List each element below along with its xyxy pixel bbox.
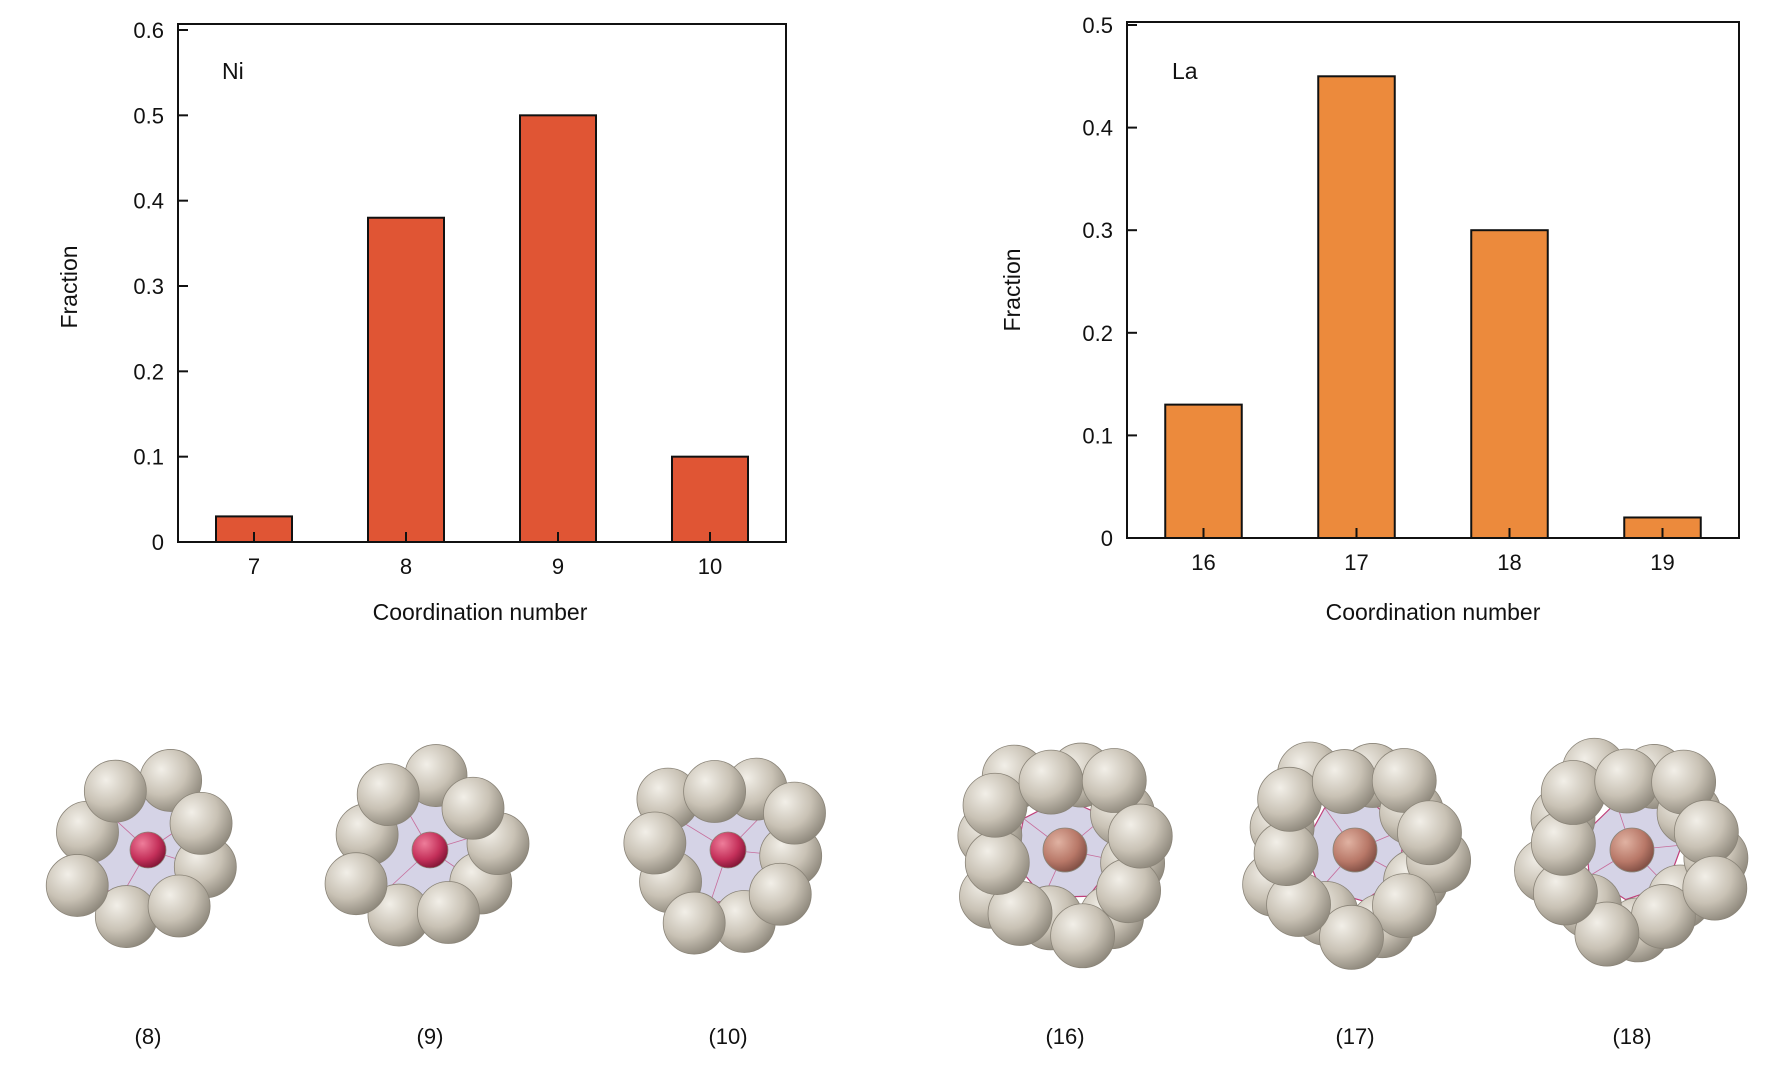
cluster-caption: (17) [1335,1024,1374,1049]
center-atom [411,831,449,869]
la-y-axis-title: Fraction [999,248,1025,331]
la-bars [1164,75,1702,540]
atomic-cluster [1514,737,1749,967]
la-x-axis: 16 17 18 19 [1191,528,1675,575]
cluster-caption: (18) [1612,1024,1651,1049]
x-tick-label: 10 [698,554,722,579]
ni-bars [215,114,749,544]
neighbor-atom [962,772,1028,838]
neighbor-atom [1096,858,1161,924]
bar [671,455,749,543]
y-tick-label: 0.4 [133,189,164,214]
neighbor-atom [964,830,1030,895]
y-tick-label: 0.3 [133,274,164,299]
neighbor-atom [623,811,687,875]
neighbor-atom [1574,901,1640,967]
neighbor-atom [1081,748,1147,813]
y-tick-label: 0 [1101,526,1113,551]
y-tick-label: 0.2 [1082,321,1113,346]
bar [1470,229,1549,539]
coordination-clusters [45,737,1749,970]
neighbor-atom [417,881,480,944]
cluster-captions: (8) (9) (10) (16) (17) (18) [135,1024,1652,1049]
neighbor-atom [1673,799,1739,865]
ni-panel-label: Ni [222,58,244,84]
y-tick-label: 0.1 [133,445,164,470]
la-x-axis-title: Coordination number [1326,599,1541,625]
atomic-cluster [623,757,826,955]
neighbor-atom [1594,748,1660,814]
neighbor-atom [83,759,147,823]
neighbor-atom [1319,904,1384,970]
neighbor-atom [147,874,211,938]
x-tick-label: 19 [1650,550,1674,575]
x-tick-label: 16 [1191,550,1215,575]
ni-chart: 0 0.1 0.2 0.3 0.4 0.5 0.6 7 8 9 10 Ni Fraction Co… [56,18,787,625]
center-atom [1042,827,1088,873]
neighbor-atom [748,862,812,926]
center-atom [709,831,747,869]
x-tick-label: 7 [248,554,260,579]
neighbor-atom [441,776,505,840]
neighbor-atom [45,854,109,917]
center-atom [1332,827,1378,873]
bar [1164,403,1243,539]
neighbor-atom [683,760,747,823]
atomic-cluster [1242,741,1472,970]
y-tick-label: 0.1 [1082,423,1113,448]
neighbor-atom [1107,803,1173,869]
ni-plot-frame [177,23,787,543]
bar [1317,75,1396,540]
y-tick-label: 0.2 [133,359,164,384]
neighbor-atom [1372,873,1437,939]
x-tick-label: 18 [1497,550,1521,575]
cluster-caption: (9) [417,1024,444,1049]
center-atom [129,831,167,869]
bar [367,216,445,543]
neighbor-atom [169,792,233,855]
neighbor-atom [662,891,726,955]
ni-x-axis: 7 8 9 10 [248,532,722,579]
x-tick-label: 8 [400,554,412,579]
ni-y-axis: 0 0.1 0.2 0.3 0.4 0.5 0.6 [133,18,188,555]
neighbor-atom [356,763,420,826]
la-y-axis: 0 0.1 0.2 0.3 0.4 0.5 [1082,13,1137,551]
neighbor-atom [1540,760,1606,825]
y-tick-label: 0.6 [133,18,164,43]
neighbor-atom [1397,800,1462,866]
cluster-caption: (16) [1045,1024,1084,1049]
cluster-caption: (10) [708,1024,747,1049]
neighbor-atom [763,781,826,845]
neighbor-atom [324,852,388,916]
la-chart: 0 0.1 0.2 0.3 0.4 0.5 16 17 18 19 La Fraction Co… [999,13,1740,625]
atomic-cluster [45,749,237,948]
y-tick-label: 0 [152,530,164,555]
ni-y-axis-title: Fraction [56,245,82,328]
bar [519,114,597,543]
la-panel-label: La [1172,58,1198,84]
la-plot-frame [1126,21,1740,539]
cluster-caption: (8) [135,1024,162,1049]
y-tick-label: 0.5 [1082,13,1113,38]
ni-x-axis-title: Coordination number [373,599,588,625]
atomic-cluster [957,742,1173,969]
y-tick-label: 0.3 [1082,218,1113,243]
neighbor-atom [1311,749,1377,814]
atomic-cluster [324,744,530,947]
y-tick-label: 0.5 [133,103,164,128]
neighbor-atom [1257,766,1323,832]
neighbor-atom [1682,855,1748,921]
neighbor-atom [1050,903,1116,969]
y-tick-label: 0.4 [1082,116,1113,141]
center-atom [1609,827,1655,873]
neighbor-atom [1018,749,1084,815]
x-tick-label: 17 [1344,550,1368,575]
x-tick-label: 9 [552,554,564,579]
